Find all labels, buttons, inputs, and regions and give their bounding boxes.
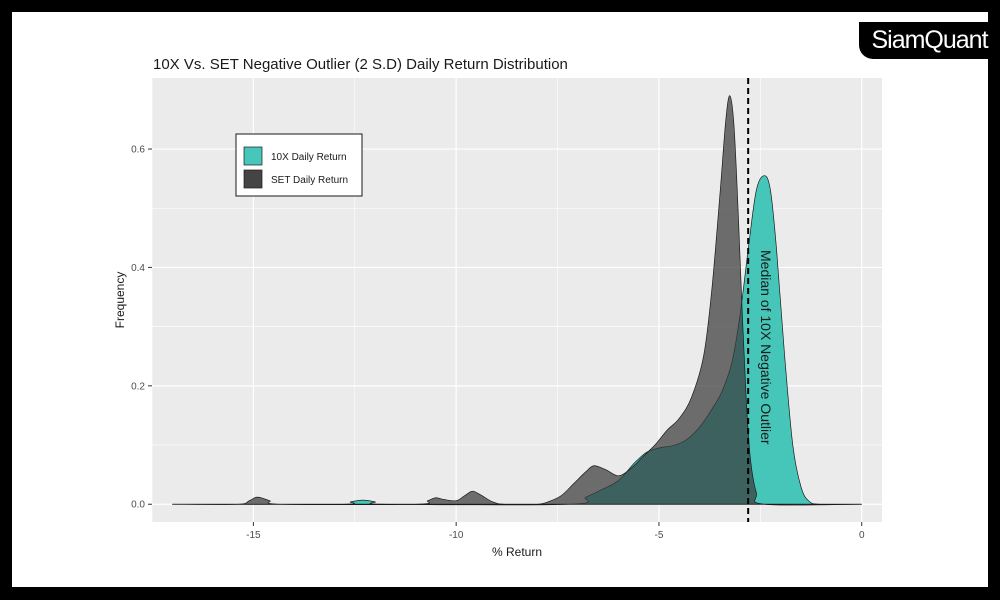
- chart-svg: 10X Vs. SET Negative Outlier (2 S.D) Dai…: [113, 56, 882, 559]
- x-tick-label: 0: [859, 530, 865, 541]
- x-axis-label: % Return: [492, 545, 542, 559]
- density-areas: [172, 95, 862, 506]
- legend-label: SET Daily Return: [271, 175, 348, 186]
- y-axis-label: Frequency: [113, 272, 127, 329]
- y-tick-label: 0.4: [131, 263, 145, 274]
- median-line-group: Median of 10X Negative Outlier: [747, 78, 774, 522]
- legend-label: 10X Daily Return: [271, 152, 347, 163]
- y-tick-label: 0.6: [131, 145, 145, 156]
- y-tick-label: 0.2: [131, 381, 145, 392]
- chart-title: 10X Vs. SET Negative Outlier (2 S.D) Dai…: [153, 56, 568, 73]
- legend-swatch: [243, 169, 263, 189]
- median-label: Median of 10X Negative Outlier: [758, 250, 774, 445]
- x-tick-label: -10: [449, 530, 464, 541]
- y-tick-label: 0.0: [131, 500, 145, 511]
- x-tick-label: -5: [654, 530, 663, 541]
- chart-frame: 10X Vs. SET Negative Outlier (2 S.D) Dai…: [12, 12, 1000, 587]
- brand-logo: SiamQuant: [859, 22, 1000, 59]
- legend: 10X Daily Return SET Daily Return: [235, 133, 363, 197]
- density-area-set: [172, 95, 862, 506]
- axes: -15 -10 -5 0 0.0 0.2 0.4 0.6 % Return Frequency: [113, 145, 865, 559]
- x-tick-label: -15: [246, 530, 261, 541]
- legend-swatch: [243, 146, 263, 166]
